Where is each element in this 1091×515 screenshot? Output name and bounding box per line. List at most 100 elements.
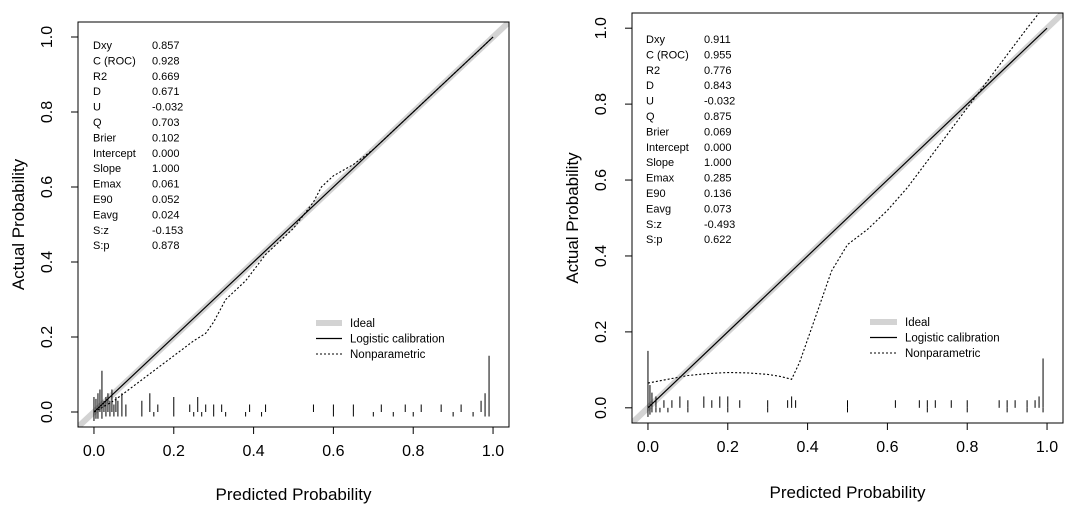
stat-name: C (ROC)	[646, 49, 689, 61]
stat-value: 0.024	[152, 209, 180, 221]
stat-value: 1.000	[152, 163, 180, 175]
stat-value: 0.102	[152, 132, 180, 144]
x-tick-label: 0.0	[637, 439, 659, 456]
x-tick-label: 1.0	[1036, 439, 1058, 456]
x-tick-label: 0.0	[83, 443, 105, 460]
stat-name: R2	[646, 65, 660, 77]
stat-value: 0.776	[704, 65, 732, 77]
y-tick-label: 0.0	[593, 397, 610, 419]
stat-name: Eavg	[646, 203, 671, 215]
stat-value: 0.669	[152, 71, 180, 83]
y-tick-label: 0.0	[39, 401, 56, 423]
x-tick-label: 0.6	[876, 439, 898, 456]
x-tick-label: 0.8	[402, 443, 424, 460]
plot-frame	[631, 12, 1064, 424]
x-tick-label: 0.4	[242, 443, 264, 460]
x-tick-label: 0.8	[956, 439, 978, 456]
stat-name: Brier	[646, 126, 670, 138]
nonparametric-line	[647, 13, 1040, 384]
y-tick-label: 1.0	[593, 17, 610, 39]
stat-name: D	[93, 86, 101, 98]
stat-name: D	[646, 80, 654, 92]
stat-name: Q	[646, 111, 655, 123]
stat-name: S:z	[646, 219, 662, 231]
y-tick-label: 0.6	[593, 169, 610, 191]
plot-frame	[77, 21, 510, 428]
stat-name: Dxy	[93, 40, 112, 52]
stat-value: -0.493	[704, 219, 735, 231]
legend-label: Ideal	[905, 317, 930, 329]
stat-value: 0.073	[704, 203, 732, 215]
stat-name: Q	[93, 117, 102, 129]
stat-value: 0.843	[704, 80, 732, 92]
stat-name: E90	[646, 188, 666, 200]
stat-name: S:p	[646, 234, 663, 246]
stat-name: Emax	[646, 173, 675, 185]
stat-name: Brier	[93, 132, 117, 144]
plot-area	[632, 13, 1063, 423]
stat-value: 0.857	[152, 40, 180, 52]
x-tick-label: 0.6	[322, 443, 344, 460]
stat-name: U	[646, 96, 654, 108]
x-tick-label: 0.2	[717, 439, 739, 456]
stat-value: -0.032	[704, 96, 735, 108]
y-tick-label: 0.6	[39, 176, 56, 198]
x-axis-label: Predicted Probability	[216, 485, 372, 504]
stat-name: U	[93, 102, 101, 114]
stat-name: C (ROC)	[93, 55, 136, 67]
y-tick-label: 0.4	[39, 251, 56, 273]
legend-label: Logistic calibration	[350, 334, 445, 346]
stat-name: Slope	[93, 163, 121, 175]
stat-name: R2	[93, 71, 107, 83]
stat-name: Intercept	[646, 142, 689, 154]
stat-value: 0.911	[704, 34, 731, 46]
x-axis-label: Predicted Probability	[770, 483, 926, 502]
stat-value: 0.285	[704, 173, 732, 185]
y-tick-label: 0.2	[593, 321, 610, 343]
logistic-calibration-line	[647, 27, 1048, 409]
y-axis-label: Actual Probability	[9, 158, 28, 290]
stat-value: 0.703	[152, 117, 180, 129]
stat-name: E90	[93, 194, 113, 206]
nonparametric-line	[93, 36, 494, 413]
legend-label: Ideal	[350, 318, 375, 330]
legend-label: Logistic calibration	[905, 333, 1000, 345]
y-tick-label: 0.4	[593, 245, 610, 267]
stat-value: 0.069	[704, 126, 732, 138]
stat-value: 0.061	[152, 179, 180, 191]
y-tick-label: 0.2	[39, 326, 56, 348]
calibration-plot-1: 0.0 0.2 0.4 0.6 0.8 1.0 0.0 0.2 0.4 0.6 0.8 1.0 Pred…	[9, 21, 510, 504]
stat-value: 0.136	[704, 188, 732, 200]
stat-value: 0.052	[152, 194, 180, 206]
x-tick-label: 0.4	[796, 439, 818, 456]
stat-name: S:p	[93, 240, 110, 252]
y-tick-label: 1.0	[39, 26, 56, 48]
y-tick-label: 0.8	[39, 101, 56, 123]
stat-name: Emax	[93, 179, 122, 191]
logistic-calibration-line	[93, 36, 494, 413]
plot-area	[78, 22, 509, 427]
calibration-plot-2: 0.0 0.2 0.4 0.6 0.8 1.0 0.0 0.2 0.4 0.6 0.8 1.0 Pred…	[563, 12, 1064, 502]
y-axis-label: Actual Probability	[563, 152, 582, 284]
stat-name: Dxy	[646, 34, 665, 46]
stat-value: 0.671	[152, 86, 180, 98]
stat-name: S:z	[93, 225, 109, 237]
stat-value: 0.878	[152, 240, 180, 252]
stat-value: -0.032	[152, 102, 183, 114]
stat-value: 0.875	[704, 111, 732, 123]
stat-value: 0.000	[704, 142, 732, 154]
stat-value: 1.000	[704, 157, 732, 169]
stat-value: 0.955	[704, 49, 732, 61]
stat-name: Slope	[646, 157, 674, 169]
stat-value: 0.000	[152, 148, 180, 160]
stat-value: 0.622	[704, 234, 732, 246]
stat-name: Intercept	[93, 148, 136, 160]
stat-value: -0.153	[152, 225, 183, 237]
stat-value: 0.928	[152, 55, 180, 67]
x-tick-label: 1.0	[482, 443, 504, 460]
x-tick-label: 0.2	[163, 443, 185, 460]
legend-label: Nonparametric	[350, 349, 426, 361]
y-tick-label: 0.8	[593, 93, 610, 115]
